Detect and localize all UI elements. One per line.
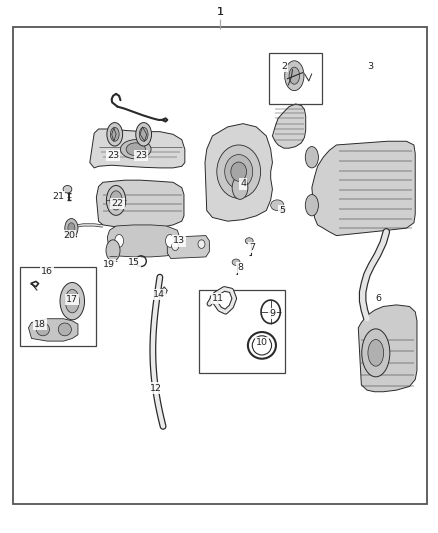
Polygon shape: [90, 129, 185, 168]
Text: 5: 5: [279, 206, 286, 215]
Text: 22: 22: [111, 199, 124, 208]
Ellipse shape: [68, 223, 75, 233]
Bar: [13, 27, 427, 504]
Ellipse shape: [217, 145, 261, 198]
Ellipse shape: [139, 127, 148, 141]
Text: 23: 23: [135, 151, 147, 160]
Ellipse shape: [115, 235, 124, 247]
Ellipse shape: [305, 195, 318, 216]
Text: 15: 15: [127, 259, 140, 267]
Polygon shape: [96, 180, 184, 229]
Ellipse shape: [120, 140, 151, 159]
Ellipse shape: [63, 185, 72, 193]
Polygon shape: [107, 225, 180, 257]
Text: 1: 1: [217, 7, 224, 17]
Text: 7: 7: [249, 244, 255, 252]
Ellipse shape: [271, 200, 284, 211]
Polygon shape: [28, 319, 78, 341]
Ellipse shape: [65, 289, 79, 313]
Ellipse shape: [110, 191, 122, 210]
Ellipse shape: [368, 340, 384, 366]
Text: 14: 14: [152, 290, 165, 298]
Text: 8: 8: [237, 263, 243, 272]
Ellipse shape: [198, 240, 205, 248]
Polygon shape: [312, 141, 415, 236]
Ellipse shape: [36, 323, 49, 336]
Ellipse shape: [106, 240, 120, 261]
Ellipse shape: [60, 282, 85, 320]
Ellipse shape: [107, 123, 123, 146]
Text: 1: 1: [217, 7, 224, 17]
Text: 4: 4: [240, 180, 246, 188]
Text: 21: 21: [52, 192, 64, 200]
Polygon shape: [161, 287, 167, 294]
Polygon shape: [272, 104, 306, 148]
Ellipse shape: [245, 238, 253, 244]
Ellipse shape: [65, 219, 78, 238]
Text: 9: 9: [269, 309, 276, 318]
Ellipse shape: [110, 127, 119, 141]
Ellipse shape: [285, 61, 304, 91]
Text: 19: 19: [102, 260, 115, 269]
Text: 11: 11: [212, 294, 224, 303]
Text: 17: 17: [66, 295, 78, 304]
Ellipse shape: [232, 176, 248, 199]
Polygon shape: [358, 305, 417, 392]
Ellipse shape: [305, 147, 318, 168]
Ellipse shape: [172, 242, 179, 251]
Ellipse shape: [166, 235, 174, 247]
Text: 6: 6: [376, 294, 382, 303]
Ellipse shape: [106, 185, 126, 215]
Text: 12: 12: [149, 384, 162, 392]
Polygon shape: [167, 236, 209, 259]
Text: 3: 3: [367, 62, 373, 71]
Bar: [269, 53, 322, 104]
Ellipse shape: [231, 162, 247, 181]
Bar: [199, 290, 285, 373]
Text: 18: 18: [34, 320, 46, 328]
Text: 2: 2: [281, 62, 287, 71]
Ellipse shape: [362, 329, 390, 377]
Ellipse shape: [126, 143, 145, 156]
Ellipse shape: [225, 155, 253, 189]
Text: 10: 10: [256, 338, 268, 346]
Ellipse shape: [232, 259, 240, 265]
Text: 16: 16: [41, 268, 53, 276]
Ellipse shape: [58, 323, 71, 336]
Bar: [20, 266, 96, 346]
Ellipse shape: [289, 67, 300, 84]
Text: 13: 13: [173, 237, 185, 245]
Ellipse shape: [136, 123, 152, 146]
Polygon shape: [205, 124, 272, 221]
Text: 20: 20: [63, 231, 75, 240]
Text: 23: 23: [107, 151, 119, 160]
